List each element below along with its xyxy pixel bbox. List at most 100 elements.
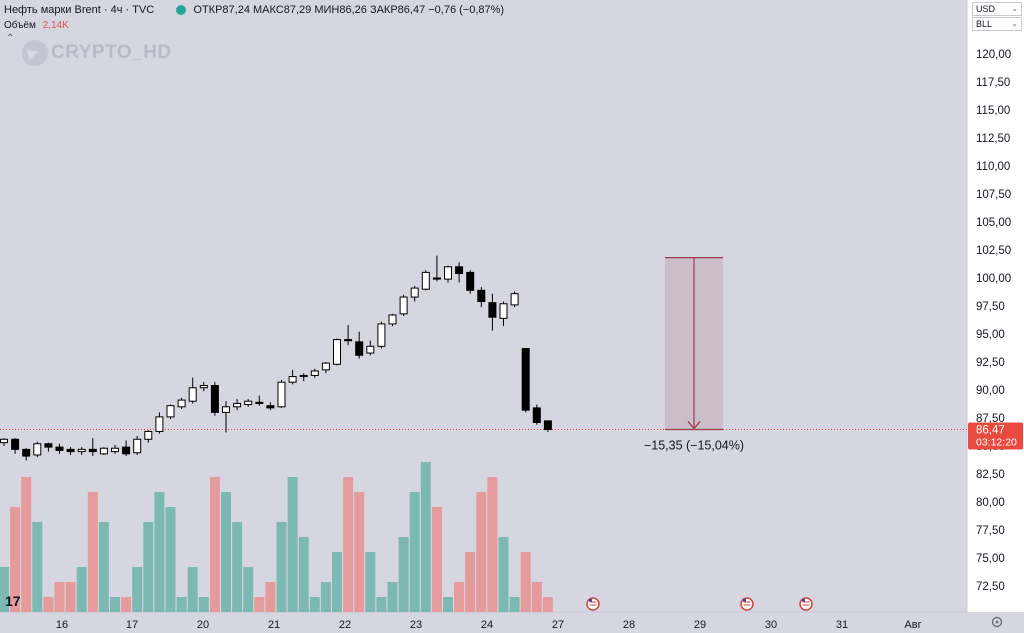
candle-body: [177, 399, 186, 408]
volume-bar: [87, 492, 98, 612]
volume-bar: [520, 552, 531, 612]
volume-bar: [420, 462, 431, 612]
price-tick-label: 87,50: [976, 413, 1005, 425]
currency-selector[interactable]: USD ⌄: [972, 2, 1022, 16]
candle-body: [399, 296, 408, 315]
time-tick-label: 30: [765, 619, 777, 631]
candle-body: [444, 266, 452, 280]
last-price-badge[interactable]: [968, 422, 1023, 450]
time-tick-label: Авг: [904, 619, 921, 631]
eye-icon[interactable]: [176, 5, 187, 16]
price-tick-label: 115,00: [976, 105, 1010, 117]
candle-body: [288, 376, 297, 383]
time-tick-label: 23: [410, 619, 422, 631]
tradingview-logo-icon[interactable]: 17: [5, 593, 21, 609]
ohlc-close: ЗАКР86,47 −0,76 (−0,87%): [369, 4, 505, 16]
candle-body: [532, 407, 541, 423]
ohlc-open: ОТКР87,24: [193, 4, 250, 16]
us-flag-event-icon[interactable]: [740, 597, 754, 611]
volume-bar: [332, 552, 342, 612]
candle-body: [333, 339, 341, 365]
last-price-countdown: 03:12:20: [976, 437, 1017, 449]
last-price-value: 86,47: [976, 425, 1005, 437]
price-tick-label: 107,50: [976, 189, 1011, 201]
price-scale-panel[interactable]: [967, 0, 1024, 612]
volume-bar: [354, 492, 365, 612]
chevron-down-icon: ⌄: [1011, 4, 1018, 13]
collapse-chevron-icon[interactable]: ⌃: [6, 33, 15, 44]
volume-bar: [542, 597, 553, 612]
volume-bar: [309, 597, 320, 612]
candle-body: [222, 406, 230, 413]
volume-value: 2,14K: [42, 20, 69, 31]
us-flag-event-icon[interactable]: [586, 597, 600, 611]
volume-bar: [121, 597, 132, 612]
volume-bar: [98, 522, 109, 612]
volume-bar: [143, 522, 154, 612]
candle-body: [310, 370, 319, 376]
measure-label: −15,35 (−15,04%): [644, 439, 744, 453]
candle-body: [88, 448, 97, 453]
volume-bar: [176, 597, 187, 612]
candle-body: [210, 385, 219, 413]
settings-icon[interactable]: [991, 616, 1003, 628]
unit-selector[interactable]: BLL ⌄: [972, 17, 1022, 31]
volume-bar: [221, 492, 231, 612]
currency-label: USD: [976, 4, 996, 14]
candle-body: [510, 293, 519, 306]
time-tick-label: 20: [197, 619, 209, 631]
candle-body: [233, 402, 242, 408]
time-tick-label: 21: [268, 619, 280, 631]
watermark: CRYPTO_HD: [22, 40, 172, 66]
volume-bar: [54, 582, 65, 612]
time-tick-label: 27: [552, 619, 564, 631]
candle-body: [155, 416, 164, 432]
volume-bar: [320, 582, 331, 612]
time-tick-label: 17: [126, 619, 138, 631]
us-flag-canton: [589, 599, 592, 602]
volume-bar: [232, 522, 243, 612]
candle-body: [66, 448, 75, 453]
watermark-text: CRYPTO_HD: [51, 42, 172, 64]
candle-body: [521, 348, 530, 411]
candle-body: [77, 448, 86, 453]
time-tick-label: 31: [836, 619, 848, 631]
volume-bar: [43, 597, 54, 612]
volume-bar: [454, 582, 465, 612]
symbol-title-bar[interactable]: Нефть марки Brent · 4ч · TVC ОТКР87,24 М…: [4, 4, 504, 16]
us-flag-canton: [743, 599, 746, 602]
price-tick-label: 80,00: [976, 497, 1005, 509]
telegram-icon: [22, 40, 48, 66]
candle-body: [11, 438, 20, 450]
unit-label: BLL: [976, 19, 993, 29]
volume-bar: [531, 582, 542, 612]
price-tick-label: 112,50: [976, 133, 1010, 145]
candle-body: [488, 302, 497, 318]
price-tick-label: 90,00: [976, 385, 1005, 397]
candle-body: [466, 271, 475, 291]
candle-body: [410, 287, 419, 298]
price-tick-label: 77,50: [976, 525, 1005, 537]
candle-body: [477, 289, 486, 303]
candle-body: [255, 401, 264, 404]
time-scale-panel[interactable]: [0, 612, 1024, 633]
symbol-title[interactable]: Нефть марки Brent · 4ч · TVC: [4, 4, 155, 16]
candle-body: [166, 405, 175, 418]
volume-bar: [409, 492, 420, 612]
volume-bar: [498, 537, 509, 612]
us-flag-event-icon[interactable]: [799, 597, 813, 611]
candle-body: [321, 362, 330, 371]
volume-bar: [476, 492, 487, 612]
candle-body: [144, 430, 153, 440]
candle-body: [344, 339, 353, 342]
volume-bar: [298, 537, 309, 612]
candle-body: [244, 400, 253, 406]
price-tick-label: 120,00: [976, 49, 1011, 61]
volume-label: Объём: [4, 20, 36, 31]
volume-bar: [343, 477, 354, 612]
volume-bar: [198, 597, 209, 612]
time-tick-label: 28: [623, 619, 635, 631]
volume-legend[interactable]: Объём 2,14K: [4, 20, 69, 31]
time-tick-label: 24: [481, 619, 493, 631]
